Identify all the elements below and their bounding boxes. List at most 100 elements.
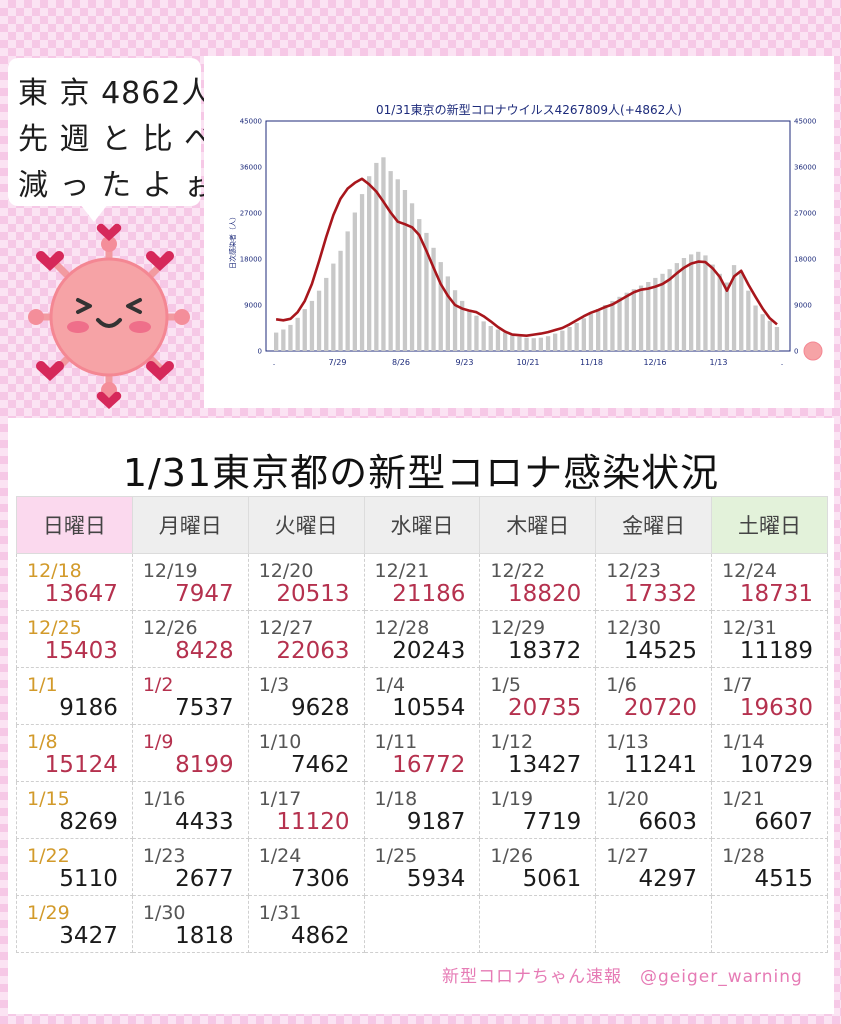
cell-date: 12/20 <box>258 560 314 582</box>
header-saturday: 土曜日 <box>711 496 828 554</box>
cell-count: 1818 <box>175 923 234 949</box>
bar <box>503 332 508 351</box>
table-row: 12/25 15403 12/26 8428 12/27 22063 12/28 20243 1… <box>16 610 828 668</box>
page-title: 1/31東京都の新型コロナ感染状況 <box>122 451 720 495</box>
cell-count: 18372 <box>508 638 582 664</box>
table-cell: 1/6 20720 <box>595 667 713 725</box>
bar <box>624 292 629 351</box>
cell-count: 18820 <box>508 581 582 607</box>
y-tick-label-right: 18000 <box>794 256 816 264</box>
table-cell: 12/29 18372 <box>479 610 597 668</box>
chart-title: 01/31東京の新型コロナウイルス4267809人(+4862人) <box>376 102 682 117</box>
bar <box>302 309 307 351</box>
cell-count: 9186 <box>59 695 118 721</box>
cell-date: 1/17 <box>258 788 302 810</box>
x-tick-label: . <box>781 358 784 367</box>
cell-date: 1/5 <box>490 674 521 696</box>
cell-date: 1/24 <box>258 845 302 867</box>
bar <box>417 219 422 351</box>
bar <box>510 335 515 351</box>
cell-count: 7537 <box>175 695 234 721</box>
cell-date: 12/18 <box>27 560 82 582</box>
x-tick-label: . <box>273 358 276 367</box>
cell-date: 1/28 <box>722 845 765 867</box>
bar <box>395 179 400 351</box>
table-cell <box>479 895 597 953</box>
bar <box>467 309 472 351</box>
cell-count: 15403 <box>44 638 118 664</box>
bar <box>388 171 393 351</box>
cell-count: 3427 <box>59 923 118 949</box>
cell-date: 1/16 <box>142 788 186 810</box>
bar <box>288 324 293 351</box>
bar <box>367 176 372 351</box>
bar <box>309 300 315 351</box>
table-cell: 1/16 4433 <box>131 781 249 839</box>
y-tick-label-right: 27000 <box>794 210 816 218</box>
table-cell: 12/25 15403 <box>16 610 133 668</box>
table-row: 1/1 9186 1/2 7537 1/3 9628 1/4 10554 1/5 20735 1/6… <box>16 667 828 725</box>
table-cell: 1/18 9187 <box>363 781 481 839</box>
cell-count: 16772 <box>392 752 466 778</box>
bar <box>431 247 436 351</box>
table-cell <box>595 895 713 953</box>
y-tick-label-left: 18000 <box>240 256 262 264</box>
bar <box>545 336 551 351</box>
bar <box>703 255 708 351</box>
cell-count: 5061 <box>522 866 582 892</box>
table-cell: 12/23 17332 <box>595 553 713 611</box>
bar <box>338 250 343 351</box>
cell-count: 2677 <box>175 866 234 892</box>
cell-count: 18731 <box>739 581 813 607</box>
bar <box>667 269 672 351</box>
cell-count: 8269 <box>59 809 118 835</box>
cell-date: 12/24 <box>722 560 777 582</box>
bar <box>474 315 479 351</box>
table-cell: 12/27 22063 <box>247 610 365 668</box>
bar <box>774 327 780 351</box>
cell-date: 1/7 <box>722 674 753 696</box>
cell-count: 4862 <box>290 923 350 949</box>
table-cell: 12/30 14525 <box>595 610 713 668</box>
bar <box>638 285 644 351</box>
table-cell: 1/4 10554 <box>363 667 481 725</box>
table-cell: 1/30 1818 <box>131 895 249 953</box>
table-cell: 1/2 7537 <box>131 667 249 725</box>
table-cell: 1/21 6607 <box>711 781 828 839</box>
cell-date: 1/15 <box>27 788 70 810</box>
x-tick-label: 9/23 <box>456 358 474 367</box>
table-panel: 1/31東京都の新型コロナ感染状況 日曜日 月曜日 火曜日 水曜日 木曜日 金曜… <box>8 418 834 1014</box>
cell-count: 8428 <box>175 638 234 664</box>
header-tuesday: 火曜日 <box>247 496 365 554</box>
x-tick-label: 8/26 <box>392 358 410 367</box>
bubble-tail <box>80 204 108 222</box>
cell-date: 1/11 <box>374 731 418 753</box>
table-cell: 1/31 4862 <box>247 895 365 953</box>
table-cell: 12/24 18731 <box>711 553 828 611</box>
table-cell: 1/27 4297 <box>595 838 713 896</box>
table-cell: 1/15 8269 <box>16 781 133 839</box>
mini-mascot-icon <box>803 341 823 361</box>
cell-date: 1/27 <box>606 845 649 867</box>
cell-count: 17332 <box>623 581 698 607</box>
cell-date: 12/22 <box>490 560 546 582</box>
table-cell: 12/28 20243 <box>363 610 481 668</box>
bar <box>567 327 572 351</box>
bar <box>452 290 458 351</box>
bar <box>445 276 450 351</box>
cell-count: 9628 <box>290 695 350 721</box>
table-row: 1/8 15124 1/9 8199 1/10 7462 1/11 16772 1/12 1342… <box>16 724 828 782</box>
cell-count: 4515 <box>754 866 813 892</box>
cell-date: 12/28 <box>374 617 430 639</box>
cell-count: 19630 <box>739 695 813 721</box>
cell-count: 6603 <box>638 809 698 835</box>
cell-date: 12/30 <box>606 617 661 639</box>
table-cell: 12/31 11189 <box>711 610 828 668</box>
cell-count: 5110 <box>59 866 118 892</box>
bar <box>345 231 350 351</box>
cell-date: 12/27 <box>258 617 314 639</box>
calendar-table: 日曜日 月曜日 火曜日 水曜日 木曜日 金曜日 土曜日 12/18 13647 12… <box>16 496 828 953</box>
bar <box>295 317 300 351</box>
bar <box>596 309 601 351</box>
cell-date: 1/3 <box>258 674 290 696</box>
